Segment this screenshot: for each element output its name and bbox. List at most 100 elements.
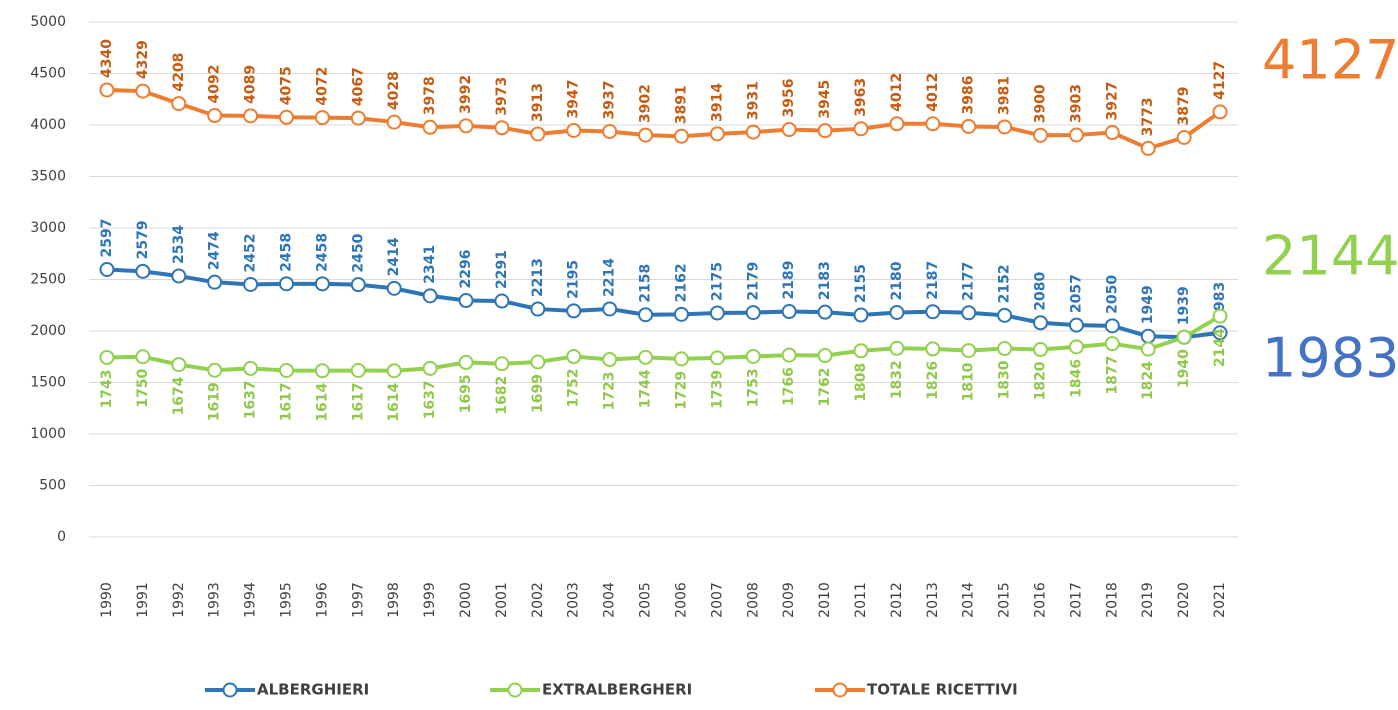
data-label: 1940 — [1176, 349, 1192, 388]
data-label: 1820 — [1033, 361, 1049, 400]
data-point — [745, 124, 761, 140]
data-point — [961, 118, 977, 134]
data-label: 3963 — [853, 78, 869, 117]
x-tick-label: 2003 — [566, 582, 582, 618]
data-label: 1832 — [889, 360, 905, 399]
data-point — [243, 276, 259, 292]
data-point — [314, 363, 330, 379]
data-label: 2080 — [1033, 272, 1049, 311]
data-point — [350, 362, 366, 378]
data-label: 2175 — [709, 262, 725, 301]
data-label: 3978 — [422, 76, 438, 115]
data-label: 3900 — [1033, 84, 1049, 123]
data-point — [709, 305, 725, 321]
x-tick-label: 2002 — [530, 582, 546, 618]
data-point — [889, 340, 905, 356]
data-point — [889, 304, 905, 320]
data-label: 1826 — [925, 361, 941, 400]
data-label: 1695 — [458, 374, 474, 413]
data-label: 2057 — [1068, 274, 1084, 313]
data-label: 3902 — [638, 84, 654, 123]
data-point — [1212, 325, 1228, 341]
data-point — [673, 128, 689, 144]
data-label: 1637 — [243, 380, 259, 419]
data-point — [566, 349, 582, 365]
data-label: 3992 — [458, 75, 474, 114]
data-label: 3986 — [961, 75, 977, 114]
data-label: 4127 — [1212, 61, 1228, 100]
data-point — [494, 356, 510, 372]
data-point — [709, 126, 725, 142]
data-point — [566, 122, 582, 138]
data-point — [1140, 341, 1156, 357]
data-label: 1682 — [494, 376, 510, 415]
data-point — [1033, 315, 1049, 331]
data-label: 1674 — [171, 376, 187, 415]
data-label: 3914 — [709, 83, 725, 122]
x-tick-label: 2011 — [853, 582, 869, 618]
data-point — [817, 348, 833, 364]
data-point — [1068, 317, 1084, 333]
data-label: 1824 — [1140, 361, 1156, 400]
series-line — [106, 87, 1222, 151]
data-point — [709, 350, 725, 366]
data-label: 2579 — [135, 220, 151, 259]
data-point — [853, 307, 869, 323]
data-point — [135, 349, 151, 365]
data-point — [1212, 104, 1228, 120]
x-tick-label: 1996 — [314, 582, 330, 618]
x-tick-label: 2021 — [1212, 582, 1228, 618]
data-point — [278, 276, 294, 292]
data-point — [1033, 127, 1049, 143]
x-tick-label: 1997 — [350, 582, 366, 618]
x-tick-label: 2009 — [781, 582, 797, 618]
data-point — [314, 276, 330, 292]
data-point — [99, 262, 115, 278]
x-tick-label: 2005 — [638, 582, 654, 618]
data-label: 1723 — [602, 372, 618, 411]
data-point — [207, 362, 223, 378]
x-tick-label: 1993 — [207, 582, 223, 618]
data-point — [925, 341, 941, 357]
data-label: 1762 — [817, 368, 833, 407]
data-point — [1176, 329, 1192, 345]
y-tick-label: 4500 — [30, 66, 66, 82]
data-point — [638, 127, 654, 143]
end-annotation: 4127 — [1262, 29, 1398, 92]
data-label: 3879 — [1176, 86, 1192, 125]
data-label: 1614 — [314, 383, 330, 422]
data-point — [781, 122, 797, 138]
data-point — [350, 277, 366, 293]
data-point — [853, 121, 869, 137]
x-tick-label: 2012 — [889, 582, 905, 618]
x-tick-label: 2019 — [1140, 582, 1156, 618]
data-point — [997, 307, 1013, 323]
data-label: 4089 — [243, 65, 259, 104]
x-tick-label: 2020 — [1176, 582, 1192, 618]
data-label: 1877 — [1104, 356, 1120, 395]
data-label: 3931 — [745, 81, 761, 120]
data-label: 1617 — [278, 382, 294, 421]
data-point — [422, 288, 438, 304]
data-label: 1739 — [709, 370, 725, 409]
data-label: 3773 — [1140, 97, 1156, 136]
data-point — [458, 354, 474, 370]
data-point — [673, 351, 689, 367]
y-tick-label: 3500 — [30, 169, 66, 185]
data-label: 3913 — [530, 83, 546, 122]
data-point — [458, 118, 474, 134]
data-point — [171, 268, 187, 284]
data-label: 2474 — [207, 231, 223, 270]
data-point — [638, 307, 654, 323]
data-point — [135, 263, 151, 279]
data-label: 2144 — [1212, 328, 1228, 367]
data-label: 3927 — [1104, 82, 1120, 121]
data-point — [781, 347, 797, 363]
data-label: 2214 — [602, 258, 618, 297]
data-label: 1752 — [566, 369, 582, 408]
data-label: 2452 — [243, 233, 259, 272]
data-label: 4092 — [207, 65, 223, 104]
data-label: 2414 — [386, 237, 402, 276]
data-point — [1212, 308, 1228, 324]
